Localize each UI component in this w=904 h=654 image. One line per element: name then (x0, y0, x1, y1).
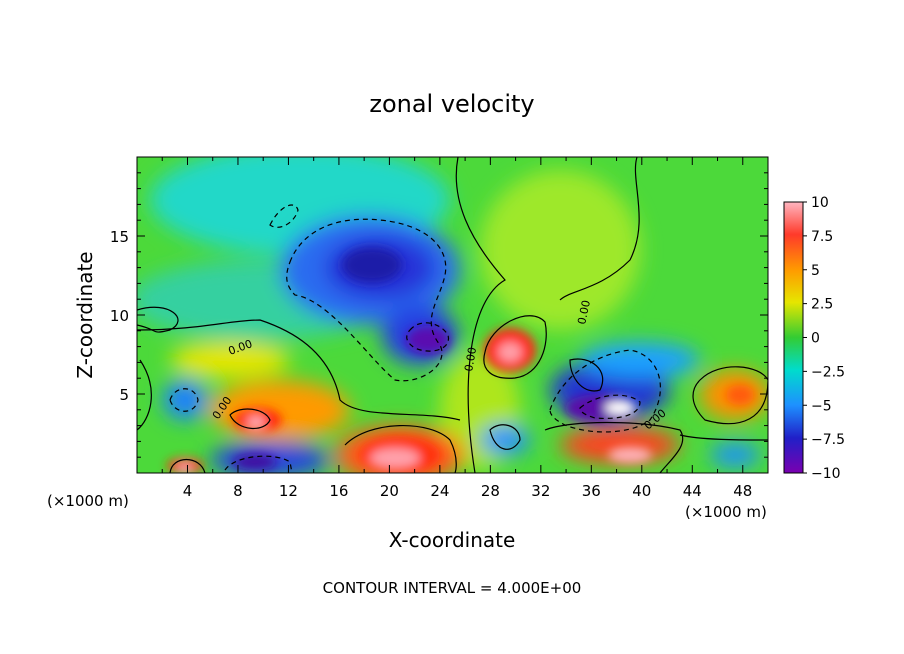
blob-yellow-left (170, 342, 290, 378)
core-pink-1 (498, 342, 522, 362)
core-pink-3 (247, 416, 265, 428)
core-pink-2 (370, 448, 420, 468)
y-axis-ticks: 5 10 15 (110, 172, 768, 458)
x-axis-unit-left: (×1000 m) (47, 492, 129, 510)
colorbar-ticks: 10 7.5 5 2.5 0 −2.5 −5 −7.5 −10 (803, 195, 845, 482)
core-purple-2 (233, 454, 277, 470)
x-tick-label: 48 (733, 482, 752, 500)
contour-dashed-3 (549, 349, 661, 433)
blob-cyan-right (580, 342, 700, 378)
contour-solid-9 (544, 421, 684, 473)
core-pink-4 (608, 447, 652, 463)
contour-interval-footer: CONTOUR INTERVAL = 4.000E+00 (323, 579, 582, 597)
x-tick-label: 40 (632, 482, 651, 500)
contour-label-2: 0.00 (575, 299, 593, 326)
core-red-5 (726, 385, 754, 405)
y-axis-label: Z-coordinate (73, 251, 97, 378)
contour-solid-10 (692, 366, 768, 425)
colorbar (783, 201, 804, 474)
blob-blue-center-bottom (480, 425, 530, 455)
blob-lime-right (480, 170, 640, 330)
colorbar-tick-label: 7.5 (811, 229, 833, 245)
core-pink-5 (177, 463, 193, 473)
x-tick-label: 44 (683, 482, 702, 500)
contour-dashed-4 (579, 394, 641, 420)
field-cores (167, 247, 754, 473)
colorbar-tick-label: −5 (811, 398, 832, 414)
x-tick-label: 32 (531, 482, 550, 500)
x-tick-label: 36 (582, 482, 601, 500)
contour-solid-6 (229, 408, 271, 429)
colorbar-tick-label: −7.5 (811, 432, 845, 448)
blob-blue-right-bottom (710, 443, 760, 467)
contour-dashed-2 (406, 322, 449, 352)
contour-label-1: 0.00 (462, 346, 479, 372)
x-axis-ticks: 4 8 12 16 20 24 28 32 36 40 44 48 (161, 157, 752, 500)
contour-dashed-6 (269, 204, 299, 228)
colorbar-tick-label: −2.5 (811, 364, 845, 380)
colorbar-tick-label: 5 (811, 263, 820, 279)
contour-solid-7 (344, 425, 457, 473)
colorbar-tick-label: 2.5 (811, 297, 833, 313)
blob-blue-left (163, 380, 207, 420)
x-tick-label: 28 (481, 482, 500, 500)
contour-solid-1 (483, 315, 547, 379)
contour-solid-12 (569, 358, 604, 392)
contour-solid-14 (489, 424, 521, 450)
x-tick-label: 12 (279, 482, 298, 500)
blob-orange-left (210, 380, 350, 440)
contour-solid-2 (455, 157, 506, 473)
colorbar-tick-label: −10 (811, 466, 841, 482)
x-tick-label: 24 (430, 482, 449, 500)
contour-dashed-7 (169, 388, 199, 412)
chart-title: zonal velocity (369, 90, 534, 118)
y-tick-label: 15 (110, 228, 129, 246)
contour-solid-13 (679, 434, 768, 441)
x-axis-label: X-coordinate (389, 528, 516, 552)
x-axis-unit-right: (×1000 m) (685, 503, 767, 521)
x-tick-label: 20 (380, 482, 399, 500)
y-tick-label: 5 (119, 386, 129, 404)
core-navy (342, 247, 402, 283)
contour-solid-3 (559, 157, 640, 301)
contour-solid-5 (137, 319, 461, 421)
colorbar-tick-label: 0 (811, 331, 820, 347)
colorbar-tick-label: 10 (811, 195, 829, 211)
core-purple-1 (406, 326, 450, 354)
core-purple-3 (565, 394, 635, 422)
core-white (605, 401, 635, 415)
x-tick-label: 16 (329, 482, 348, 500)
x-tick-label: 8 (233, 482, 243, 500)
contour-solid-11 (137, 359, 152, 431)
y-tick-label: 10 (110, 307, 129, 325)
heatmap-field: 0.00 0.00 0.00 0.00 0.00 (137, 157, 768, 473)
contour-lines (137, 157, 768, 473)
x-tick-label: 4 (183, 482, 193, 500)
contour-solid-8 (169, 459, 206, 473)
